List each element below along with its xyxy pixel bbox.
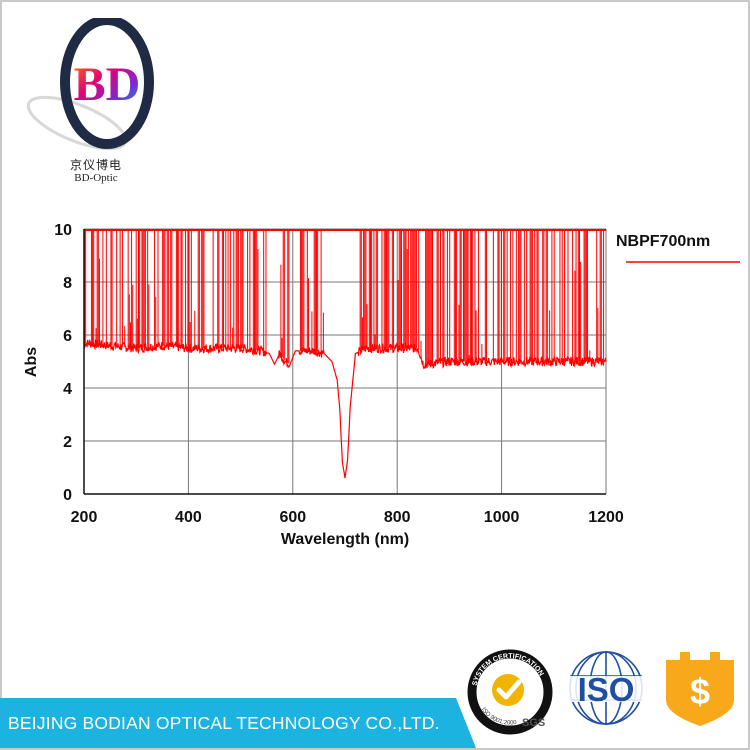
x-tick-label: 800 bbox=[384, 509, 411, 526]
absorbance-chart: 200 400 600 800 1000 1200 0 2 4 6 8 10 Wavelength (… bbox=[23, 222, 740, 548]
logo-letters: BD bbox=[74, 58, 141, 111]
svg-text:$: $ bbox=[690, 671, 710, 712]
footer-bar bbox=[0, 698, 476, 748]
x-tick-label: 400 bbox=[175, 509, 202, 526]
logo-ring bbox=[60, 18, 154, 149]
x-tick-label: 1000 bbox=[484, 509, 520, 526]
bd-optic-logo: BD bbox=[26, 18, 154, 151]
x-axis-label: Wavelength (nm) bbox=[281, 531, 409, 548]
y-tick-label: 10 bbox=[54, 222, 72, 239]
chart-trace bbox=[83, 229, 607, 479]
dollar-shield-icon: $ bbox=[666, 652, 734, 726]
legend-series-label: NBPF700nm bbox=[616, 233, 710, 250]
chart-ticks: 200 400 600 800 1000 1200 0 2 4 6 8 10 bbox=[54, 222, 624, 526]
y-tick-label: 8 bbox=[63, 275, 72, 292]
iso-certification-badge: ISO bbox=[562, 651, 650, 725]
y-tick-label: 6 bbox=[63, 328, 72, 345]
sgs-label: SGS bbox=[522, 717, 545, 729]
y-tick-label: 2 bbox=[63, 434, 72, 451]
series-line bbox=[83, 338, 607, 479]
brand-english-name: BD-Optic bbox=[74, 172, 118, 184]
y-tick-label: 0 bbox=[63, 487, 72, 504]
x-tick-label: 1200 bbox=[588, 509, 624, 526]
y-tick-label: 4 bbox=[63, 381, 72, 398]
iso-label: ISO bbox=[578, 671, 635, 708]
chart-axes bbox=[83, 229, 606, 495]
company-name: BEIJING BODIAN OPTICAL TECHNOLOGY CO.,LT… bbox=[8, 713, 440, 733]
check-icon bbox=[496, 679, 522, 700]
x-tick-label: 600 bbox=[279, 509, 306, 526]
x-tick-label: 200 bbox=[71, 509, 98, 526]
sgs-certification-badge: SYSTEM CERTIFICATION ISO 9001:2000 SGS bbox=[467, 649, 553, 735]
y-axis-label: Abs bbox=[23, 347, 40, 377]
brand-chinese-name: 京仪博电 bbox=[69, 158, 122, 172]
